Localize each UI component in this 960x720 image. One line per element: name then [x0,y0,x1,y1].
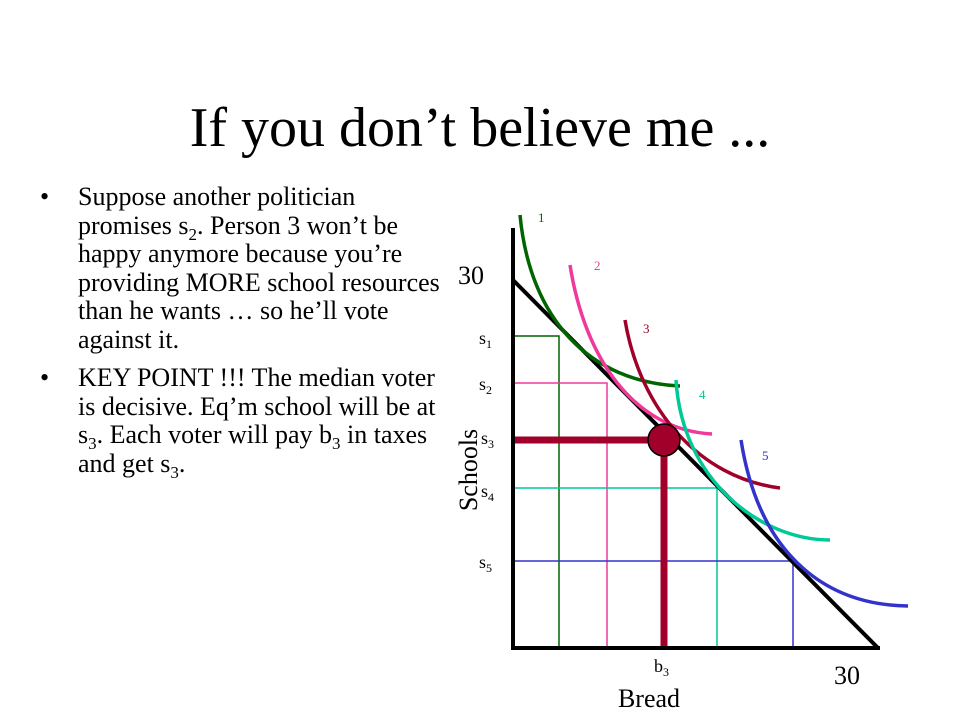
s1-label: s1 [479,328,492,351]
curve-3-label: 3 [643,321,650,336]
bullet-2-text-c: in taxes and get s [78,420,428,478]
b3-label: b3 [654,656,669,679]
guide-s4 [513,487,718,648]
curve-1-label: 1 [538,210,545,225]
bullet-2-text-d: . [178,448,186,478]
curve-5-label: 5 [762,448,769,463]
bullet-1-text-a: Suppose another politician promises s [78,182,356,240]
page-title: If you don’t believe me ... [189,97,771,159]
bullet-item-2: • KEY POINT !!! The median voter is deci… [40,363,440,480]
indifference-curve-2 [568,264,713,436]
bullet-1-sub: 2 [188,224,198,244]
indifference-curves [518,214,909,608]
axes [511,228,880,650]
bullet-2-text-b: . Each voter will pay b [96,420,332,449]
bullet-2-text-a: KEY POINT !!! The median voter is decisi… [78,363,436,449]
indifference-curve-1 [518,214,681,388]
bullet-dot: • [40,363,50,392]
bullet-2-sub-c: 3 [170,462,179,482]
equilibrium-point [647,423,681,457]
curve-2-label: 2 [594,258,601,273]
y-max-label: 30 [458,261,484,290]
x-axis-label: Bread [618,684,680,713]
bullet-2-sub-b: 3 [332,434,341,454]
bullet-dot: • [40,182,50,211]
indifference-curve-4 [674,379,831,542]
y-axis-label: Schools [454,429,483,511]
s4-label: s4 [481,481,494,504]
x-max-label: 30 [834,661,860,690]
guide-s1 [513,335,560,648]
bullet-item-1: • Suppose another politician promises s2… [40,182,440,354]
median-equilibrium [513,423,681,648]
curve-4-label: 4 [699,387,706,402]
curve-number-labels: 1 2 3 4 5 [538,210,769,463]
s3-label: s3 [481,428,494,451]
guide-s5 [513,560,794,648]
indifference-curve-5 [739,439,909,608]
bullet-list: • Suppose another politician promises s2… [40,182,440,488]
s2-label: s2 [479,374,492,397]
bullet-1-text-b: . Person 3 won’t be happy anymore becaus… [78,210,440,354]
guide-s2 [513,382,608,648]
bullet-2-sub-a: 3 [88,434,97,454]
s5-label: s5 [479,552,492,575]
s-level-labels: s1 s2 s3 s4 s5 b3 [479,328,669,679]
